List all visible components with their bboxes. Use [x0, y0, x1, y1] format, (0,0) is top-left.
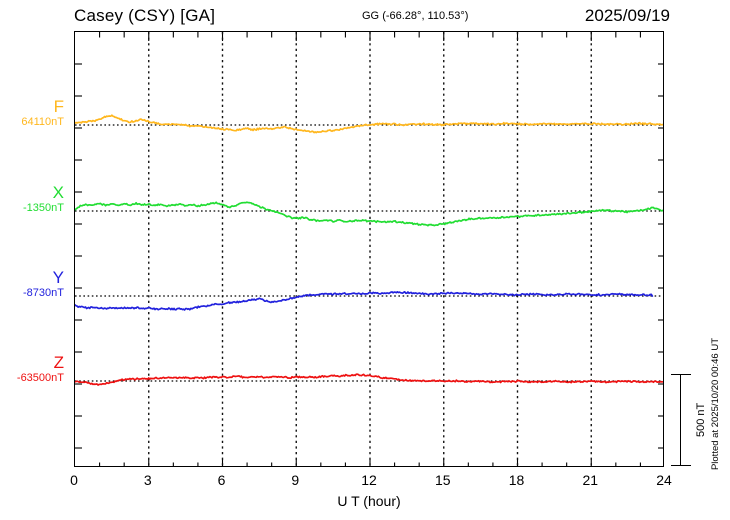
- magnetogram-plot-area: [74, 31, 664, 467]
- x-tick-label-3: 3: [143, 472, 152, 488]
- scale-bar-cap-bottom: [671, 464, 691, 466]
- scale-bar-label: 500 nT: [695, 402, 707, 438]
- x-axis-title: U T (hour): [337, 493, 401, 509]
- x-tick-label-12: 12: [361, 472, 377, 488]
- trace-x: [75, 201, 663, 227]
- geo-coords: (-66.28°, 110.53°): [382, 10, 469, 22]
- component-baseline-z: -63500nT: [16, 372, 64, 384]
- component-label-x: X -1350nT: [0, 184, 64, 215]
- x-tick-label-9: 9: [291, 472, 300, 488]
- component-label-z: Z -63500nT: [0, 354, 64, 385]
- plotted-at-timestamp: Plotted at 2025/10/20 00:46 UT: [710, 338, 721, 471]
- component-baseline-y: -8730nT: [23, 287, 64, 299]
- component-baseline-f: 64110nT: [21, 116, 64, 128]
- geo-label: GG: [362, 10, 380, 22]
- component-label-y: Y -8730nT: [0, 269, 64, 300]
- geographic-coordinates: GG (-66.28°, 110.53°): [362, 10, 468, 22]
- scale-bar: [668, 374, 694, 466]
- component-symbol-f: F: [53, 97, 64, 116]
- trace-f: [75, 114, 663, 134]
- component-label-f: F 64110nT: [0, 98, 64, 129]
- component-symbol-y: Y: [52, 268, 64, 287]
- component-symbol-z: Z: [53, 353, 64, 372]
- scale-bar-line: [680, 374, 682, 466]
- component-baseline-x: -1350nT: [23, 202, 64, 214]
- x-tick-label-24: 24: [656, 472, 672, 488]
- magnetogram-traces: [75, 32, 663, 466]
- x-tick-label-6: 6: [217, 472, 226, 488]
- x-tick-label-15: 15: [434, 472, 451, 488]
- trace-y: [75, 290, 654, 311]
- observation-date: 2025/09/19: [584, 6, 670, 25]
- x-tick-label-21: 21: [582, 472, 599, 488]
- scale-bar-cap-top: [671, 374, 691, 376]
- x-tick-label-0: 0: [70, 472, 78, 488]
- x-tick-label-18: 18: [508, 472, 525, 488]
- component-symbol-x: X: [52, 183, 64, 202]
- station-title: Casey (CSY) [GA]: [74, 6, 216, 25]
- trace-z: [75, 373, 663, 386]
